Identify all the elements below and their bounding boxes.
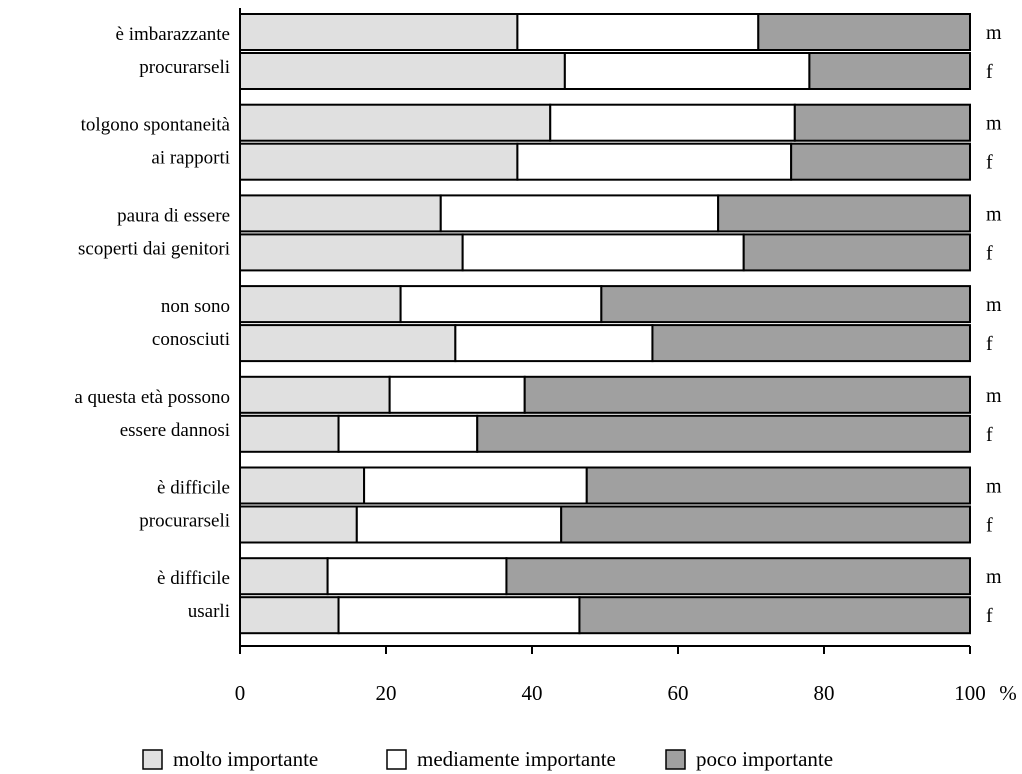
bar-segment [326,557,508,596]
bar-segment [476,414,971,453]
bar-segment [563,52,811,90]
category-label: usarli [188,601,230,622]
sex-label: f [986,242,993,264]
legend: molto importante mediamente importante poc… [142,747,833,771]
category-label: a questa età possono [74,387,230,408]
bar-segment [585,466,971,505]
sex-label: f [986,152,993,174]
legend-label: molto importante [173,747,318,771]
bar-segment [549,103,796,142]
bar-segment [461,233,745,272]
legend-swatch [386,749,407,770]
x-tick-label: 40 [522,681,543,705]
bar-segment [757,13,971,51]
category-label: tolgono spontaneità [81,115,231,136]
bar-segment [742,233,972,272]
sex-label: m [986,22,1002,44]
category-label: è difficile [157,568,230,589]
bar-segment [399,285,603,324]
bar-segment [337,414,479,453]
bar-segment [355,505,563,544]
legend-swatch [142,749,163,770]
bar-segment [600,285,971,324]
category-label: scoperti dai genitori [78,238,230,259]
bars-layer [239,13,972,635]
sex-label: m [986,294,1002,316]
bar-segment [578,596,971,635]
legend-swatch [665,749,686,770]
bar-segment [239,285,402,324]
category-label: conosciuti [152,329,230,350]
sex-label: m [986,203,1002,225]
category-labels: è imbarazzante procurarseli tolgono sponta… [74,24,230,622]
bar-segment [239,233,464,272]
bar-segment [790,142,972,181]
bar-segment [560,505,971,544]
category-label: essere dannosi [120,420,230,441]
sex-label: f [986,515,993,537]
category-label: paura di essere [117,205,230,226]
bar-segment [239,375,391,414]
x-tick-label: 20 [376,681,397,705]
bar-segment [717,194,972,233]
bar-segment [454,324,654,363]
bar-segment [239,142,519,181]
bar-segment [239,324,457,363]
sex-label: m [986,476,1002,498]
bar-segment [516,142,793,181]
bar-segment [363,466,588,505]
x-tick-label: 60 [668,681,689,705]
bar-segment [239,103,552,142]
category-label: non sono [161,296,230,317]
category-label: è difficile [157,478,230,499]
bar-segment [239,194,442,233]
x-axis: 0 20 40 60 80 100% [235,8,1017,705]
bar-segment [523,375,971,414]
bar-segment [388,375,526,414]
legend-label: poco importante [696,747,833,771]
category-label: è imbarazzante [116,24,230,45]
sex-label: m [986,113,1002,135]
sex-label: f [986,605,993,627]
sex-label: m [986,385,1002,407]
x-unit-label: % [999,681,1017,705]
bar-segment [505,557,971,596]
bar-segment [793,103,971,142]
bar-segment [239,557,329,596]
bar-segment [439,194,720,233]
sex-label: f [986,424,993,446]
legend-label: mediamente importante [417,747,616,771]
category-label: ai rapporti [151,148,230,169]
bar-segment [239,52,566,90]
bar-segment [239,596,340,635]
bar-segment [239,13,519,51]
bar-segment [239,466,366,505]
x-tick-label: 0 [235,681,246,705]
bar-segment [337,596,581,635]
category-label: procurarseli [139,511,230,532]
category-label: procurarseli [139,57,230,78]
x-tick-label: 100 [954,681,986,705]
bar-segment [239,505,358,544]
bar-segment [239,414,340,453]
sex-label: m [986,566,1002,588]
x-tick-label: 80 [814,681,835,705]
bar-segment [516,13,760,51]
sex-label: f [986,61,993,83]
sex-label: f [986,333,993,355]
bar-segment [808,52,972,90]
bar-segment [651,324,971,363]
